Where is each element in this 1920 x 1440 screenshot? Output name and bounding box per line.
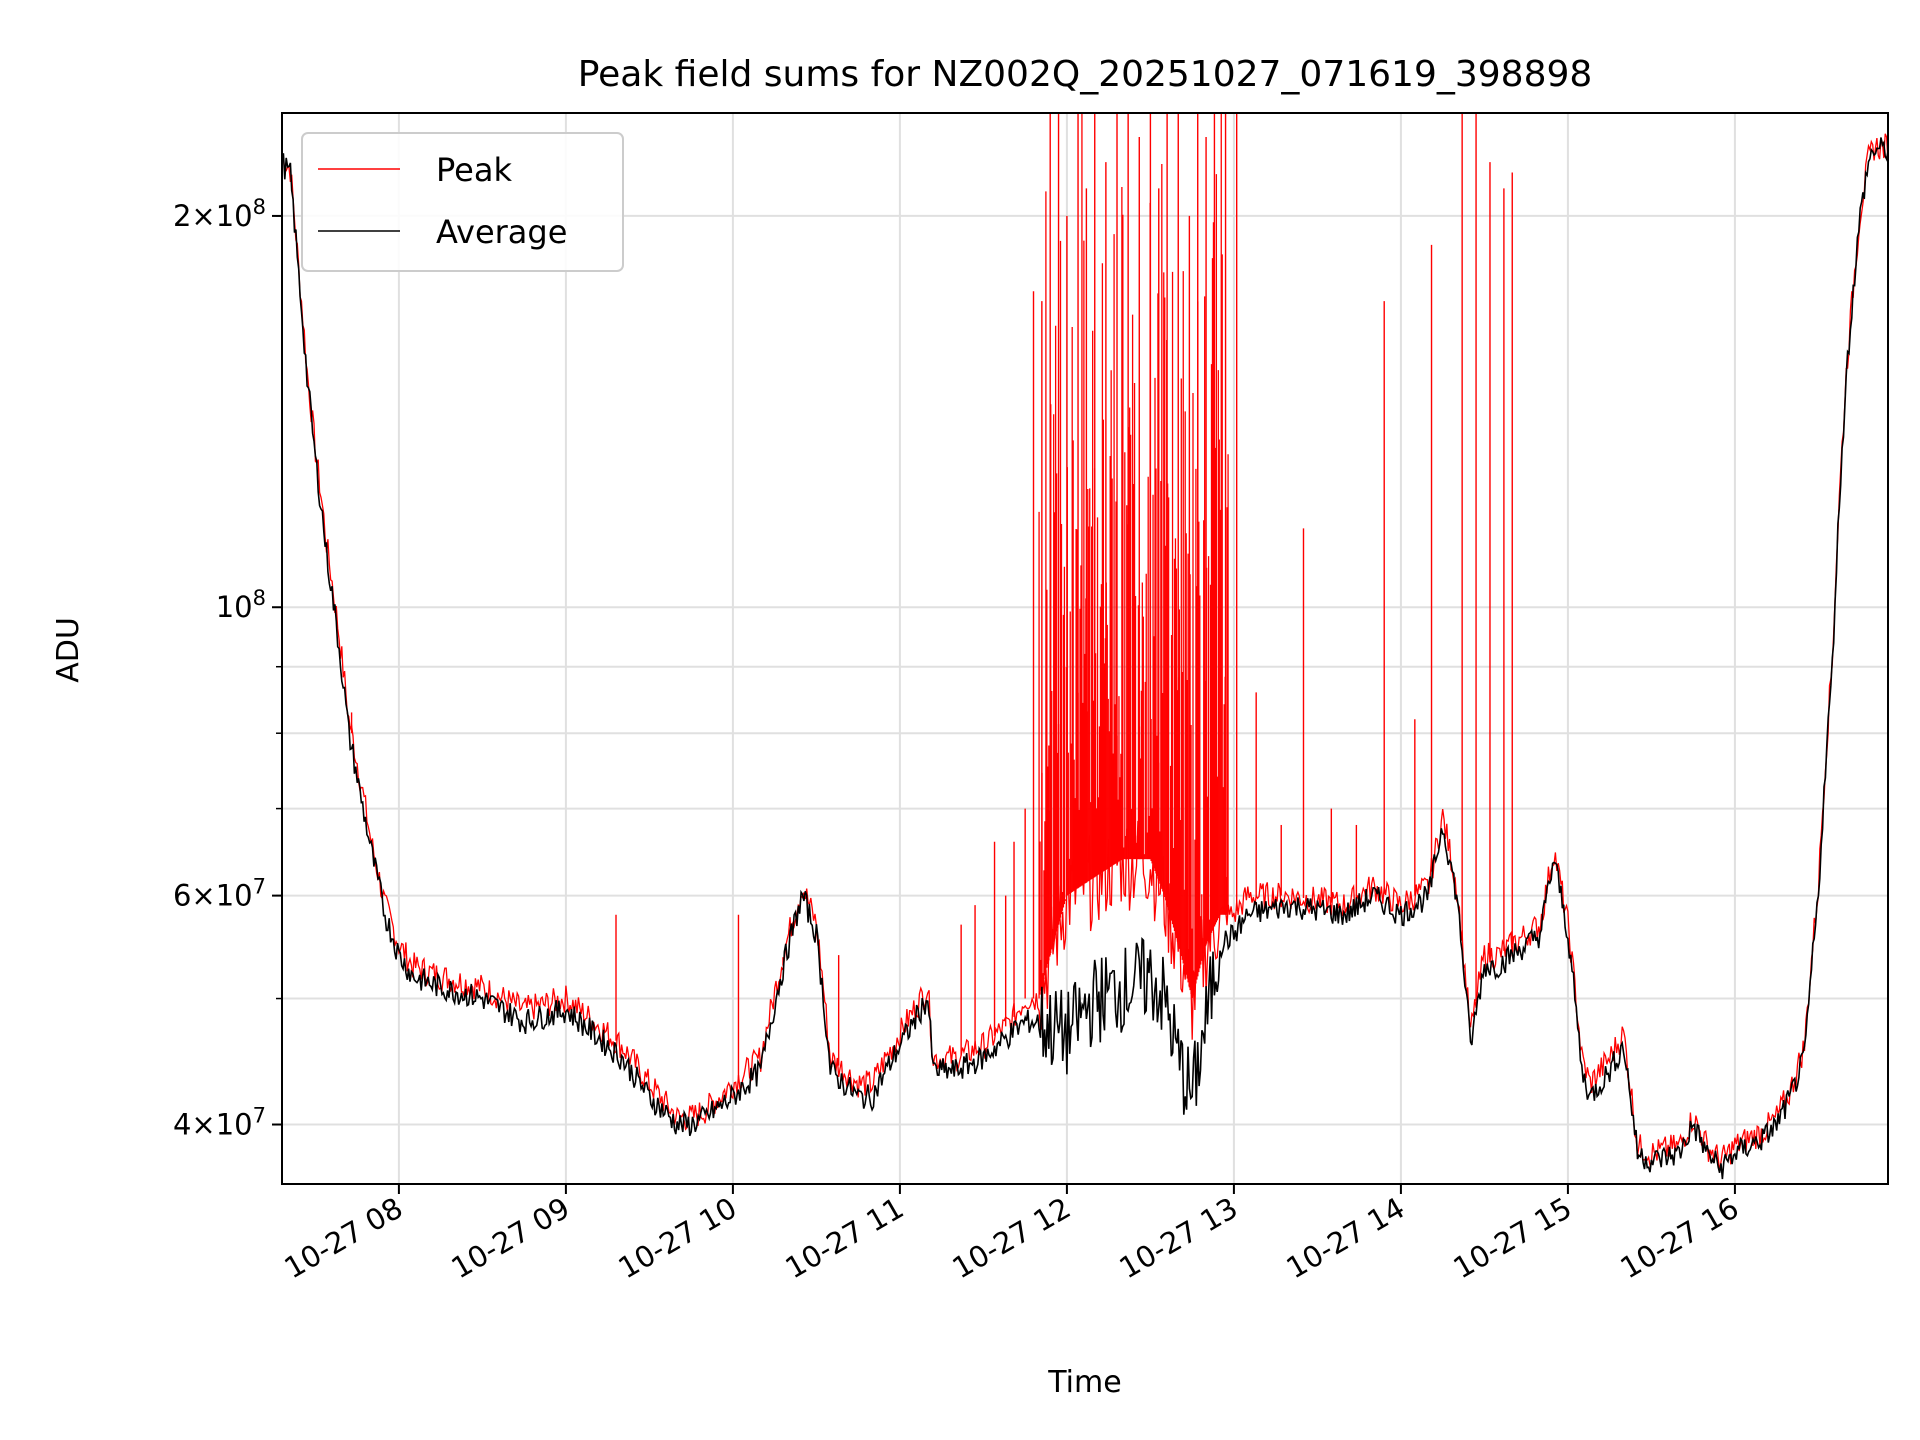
legend-average-label: Average [436, 213, 567, 251]
y-tick-label: 2×108 [173, 195, 266, 233]
y-axis-title: ADU [51, 617, 86, 683]
series-layer [282, 113, 1888, 1180]
y-tick-label: 6×107 [173, 875, 266, 913]
chart-title: Peak field sums for NZ002Q_20251027_0716… [578, 54, 1593, 95]
legend-peak-label: Peak [436, 151, 512, 189]
legend: Peak Average [301, 132, 624, 272]
legend-box [301, 132, 624, 272]
x-axis-title: Time [1047, 1365, 1121, 1400]
y-tick-label: 108 [216, 586, 266, 624]
y-tick-label: 4×107 [173, 1104, 266, 1142]
plot-frame [281, 112, 1889, 1185]
series-line-average [282, 137, 1888, 1180]
